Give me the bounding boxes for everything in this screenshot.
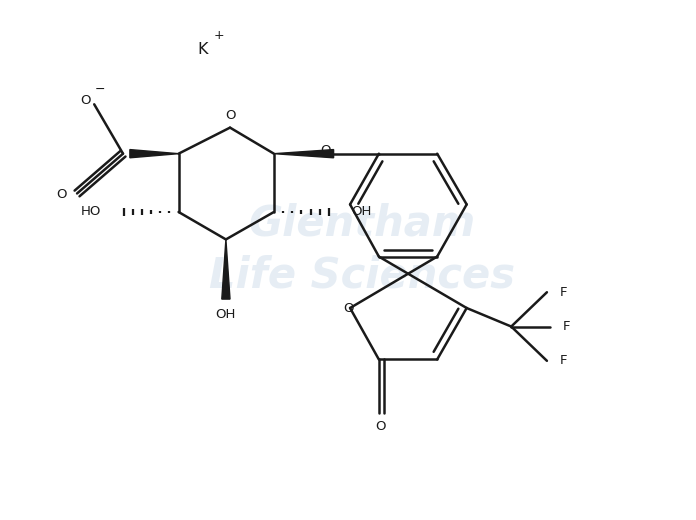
Text: K: K (198, 42, 208, 57)
Polygon shape (130, 150, 179, 158)
Text: O: O (343, 302, 354, 315)
Text: −: − (95, 83, 106, 96)
Text: F: F (560, 354, 567, 367)
Text: O: O (80, 94, 90, 107)
Polygon shape (222, 239, 230, 299)
Text: F: F (560, 285, 567, 298)
Text: +: + (214, 29, 224, 42)
Text: O: O (225, 109, 235, 122)
Text: Glentham
Life Sciences: Glentham Life Sciences (209, 203, 515, 297)
Text: O: O (320, 144, 331, 157)
Text: HO: HO (81, 205, 101, 218)
Polygon shape (274, 150, 333, 158)
Text: OH: OH (351, 205, 372, 218)
Text: OH: OH (216, 308, 236, 321)
Text: O: O (375, 420, 386, 433)
Text: F: F (562, 320, 570, 333)
Text: O: O (56, 188, 67, 201)
